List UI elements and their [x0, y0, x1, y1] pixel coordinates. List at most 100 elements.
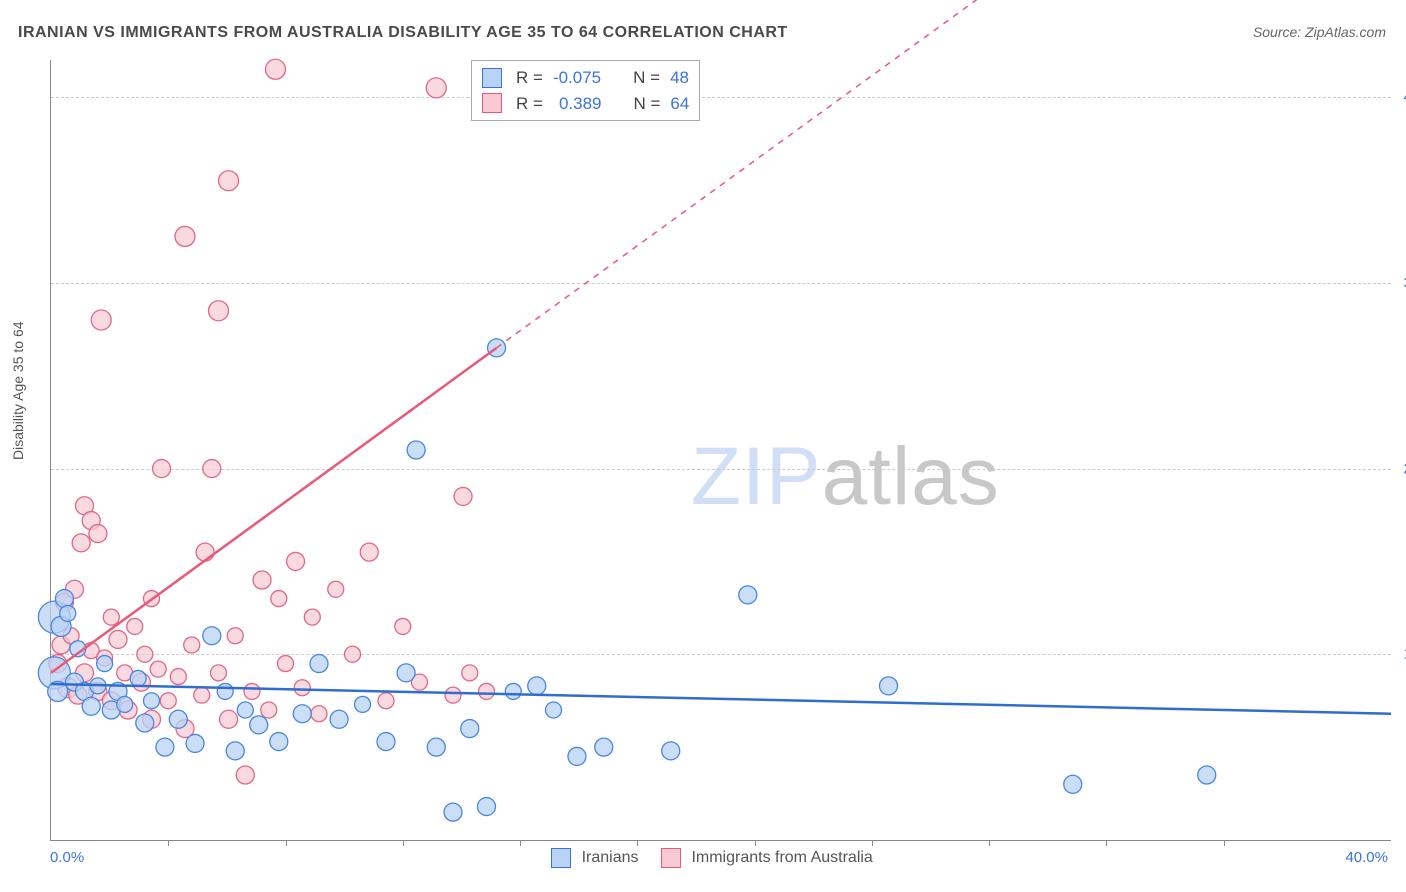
scatter-point-pink — [203, 460, 221, 478]
scatter-point-blue — [397, 664, 415, 682]
scatter-point-blue — [130, 670, 146, 686]
scatter-point-pink — [395, 618, 411, 634]
scatter-point-blue — [568, 747, 586, 765]
scatter-point-blue — [478, 798, 496, 816]
scatter-point-blue — [237, 702, 253, 718]
legend-swatch-blue-icon — [551, 848, 571, 868]
scatter-point-pink — [345, 646, 361, 662]
correlation-stats-box: R = -0.075 N = 48 R = 0.389 N = 64 — [471, 60, 700, 121]
scatter-point-blue — [97, 656, 113, 672]
scatter-point-pink — [153, 460, 171, 478]
scatter-point-pink — [91, 310, 111, 330]
scatter-point-blue — [739, 586, 757, 604]
legend-swatch-pink-icon — [661, 848, 681, 868]
scatter-point-blue — [427, 738, 445, 756]
stat-n-label: N = — [633, 91, 660, 117]
scatter-point-pink — [271, 591, 287, 607]
scatter-point-pink — [287, 552, 305, 570]
scatter-point-pink — [253, 571, 271, 589]
scatter-point-blue — [226, 742, 244, 760]
x-tick — [755, 840, 756, 846]
scatter-point-blue — [1198, 766, 1216, 784]
stat-n-label: N = — [633, 65, 660, 91]
legend-pink-label: Immigrants from Australia — [691, 849, 872, 866]
scatter-point-pink — [209, 301, 229, 321]
x-tick — [1224, 840, 1225, 846]
stat-r-label: R = — [516, 91, 543, 117]
scatter-point-pink — [89, 525, 107, 543]
scatter-point-blue — [136, 714, 154, 732]
source-attribution: Source: ZipAtlas.com — [1253, 24, 1386, 40]
scatter-point-pink — [109, 630, 127, 648]
scatter-point-pink — [265, 59, 285, 79]
scatter-point-blue — [1064, 775, 1082, 793]
scatter-point-blue — [880, 677, 898, 695]
regression-line-pink-dashed — [497, 0, 1073, 348]
stat-r-label: R = — [516, 65, 543, 91]
scatter-point-pink — [184, 637, 200, 653]
scatter-point-pink — [72, 534, 90, 552]
scatter-point-pink — [328, 581, 344, 597]
y-axis-label: Disability Age 35 to 64 — [10, 321, 26, 460]
scatter-point-pink — [244, 683, 260, 699]
scatter-point-pink — [454, 487, 472, 505]
legend-blue-label: Iranians — [582, 849, 639, 866]
scatter-point-pink — [294, 680, 310, 696]
stat-pink-n: 64 — [670, 91, 689, 117]
x-tick — [989, 840, 990, 846]
scatter-point-blue — [250, 716, 268, 734]
stat-pink-r: 0.389 — [559, 91, 602, 117]
scatter-point-pink — [137, 646, 153, 662]
scatter-point-pink — [220, 710, 238, 728]
scatter-point-pink — [196, 543, 214, 561]
scatter-point-pink — [175, 226, 195, 246]
stat-blue-n: 48 — [670, 65, 689, 91]
scatter-point-pink — [479, 683, 495, 699]
scatter-point-pink — [304, 609, 320, 625]
scatter-point-pink — [150, 661, 166, 677]
swatch-pink-icon — [482, 93, 502, 113]
scatter-point-blue — [60, 605, 76, 621]
scatter-point-pink — [170, 669, 186, 685]
scatter-svg — [51, 60, 1391, 840]
regression-line-pink — [51, 348, 497, 673]
scatter-point-pink — [219, 171, 239, 191]
scatter-point-blue — [662, 742, 680, 760]
x-tick — [637, 840, 638, 846]
scatter-point-blue — [293, 705, 311, 723]
chart-title: IRANIAN VS IMMIGRANTS FROM AUSTRALIA DIS… — [18, 24, 788, 42]
scatter-point-pink — [227, 628, 243, 644]
stats-row-blue: R = -0.075 N = 48 — [482, 65, 689, 91]
swatch-blue-icon — [482, 68, 502, 88]
scatter-point-blue — [310, 655, 328, 673]
scatter-point-blue — [186, 734, 204, 752]
x-tick — [168, 840, 169, 846]
x-tick — [403, 840, 404, 846]
scatter-point-blue — [355, 696, 371, 712]
scatter-point-pink — [360, 543, 378, 561]
x-tick — [286, 840, 287, 846]
chart-plot-area: ZIPatlas 10.0%20.0%30.0%40.0% R = -0.075… — [50, 60, 1391, 841]
scatter-point-blue — [528, 677, 546, 695]
x-tick — [872, 840, 873, 846]
bottom-legend: Iranians Immigrants from Australia — [0, 848, 1406, 868]
scatter-point-pink — [160, 693, 176, 709]
stats-row-pink: R = 0.389 N = 64 — [482, 91, 689, 117]
scatter-point-blue — [444, 803, 462, 821]
scatter-point-pink — [462, 665, 478, 681]
scatter-point-blue — [461, 720, 479, 738]
scatter-point-pink — [194, 687, 210, 703]
scatter-point-blue — [144, 693, 160, 709]
scatter-point-blue — [270, 733, 288, 751]
scatter-point-pink — [103, 609, 119, 625]
scatter-point-pink — [261, 702, 277, 718]
x-tick — [1106, 840, 1107, 846]
scatter-point-pink — [211, 665, 227, 681]
scatter-point-pink — [426, 78, 446, 98]
scatter-point-blue — [169, 710, 187, 728]
x-tick — [520, 840, 521, 846]
scatter-point-blue — [595, 738, 613, 756]
scatter-point-blue — [505, 683, 521, 699]
scatter-point-pink — [278, 656, 294, 672]
scatter-point-blue — [546, 702, 562, 718]
